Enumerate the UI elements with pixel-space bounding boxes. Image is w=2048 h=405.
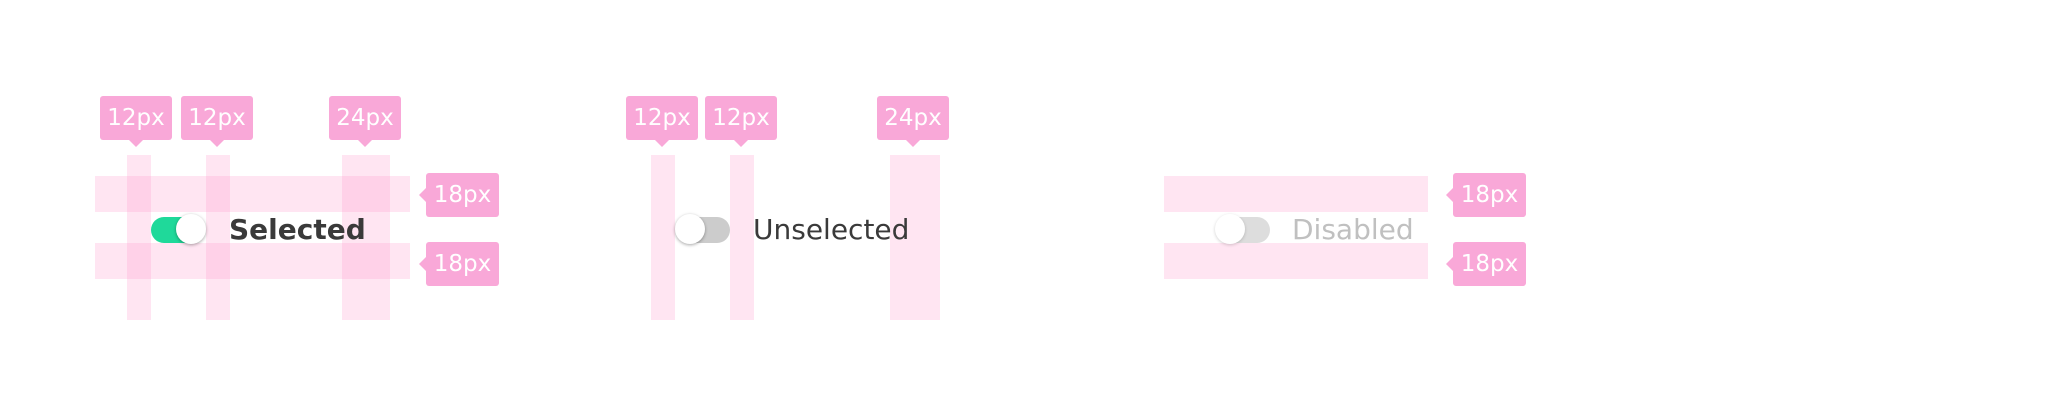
disabled-toggle-knob [1215,214,1245,244]
disabled-label: Disabled [1292,213,1414,246]
unselected-toggle-knob [675,214,705,244]
selected-label-gap-tag: 24px [329,96,401,147]
selected-switch-gap-band [206,155,230,320]
disabled-top-spacing-tag: 18px [1446,173,1526,217]
unselected-label-gap-tag: 24px [877,96,949,147]
selected-bottom-spacing-tag: 18px [419,242,499,286]
disabled-toggle-switch [1215,214,1270,244]
selected-switch-gap-tag: 12px [181,96,253,147]
unselected-left-padding-tag: 12px [626,96,698,147]
disabled-bottom-spacing-tag: 18px [1446,242,1526,286]
unselected-label-gap-band [890,155,940,320]
selected-bottom-spacing-band [95,243,410,279]
unselected-toggle-switch[interactable] [675,214,730,244]
selected-left-padding-tag: 12px [100,96,172,147]
unselected-label: Unselected [753,213,910,246]
selected-left-padding-band [127,155,151,320]
unselected-left-padding-band [651,155,675,320]
selected-label-gap-band [342,155,390,320]
disabled-top-spacing-band [1164,176,1428,212]
selected-toggle-knob [176,214,206,244]
selected-top-spacing-tag: 18px [419,173,499,217]
selected-top-spacing-band [95,176,410,212]
selected-toggle-switch[interactable] [151,214,206,244]
unselected-switch-gap-tag: 12px [705,96,777,147]
selected-label: Selected [229,213,366,246]
disabled-bottom-spacing-band [1164,243,1428,279]
unselected-switch-gap-band [730,155,754,320]
